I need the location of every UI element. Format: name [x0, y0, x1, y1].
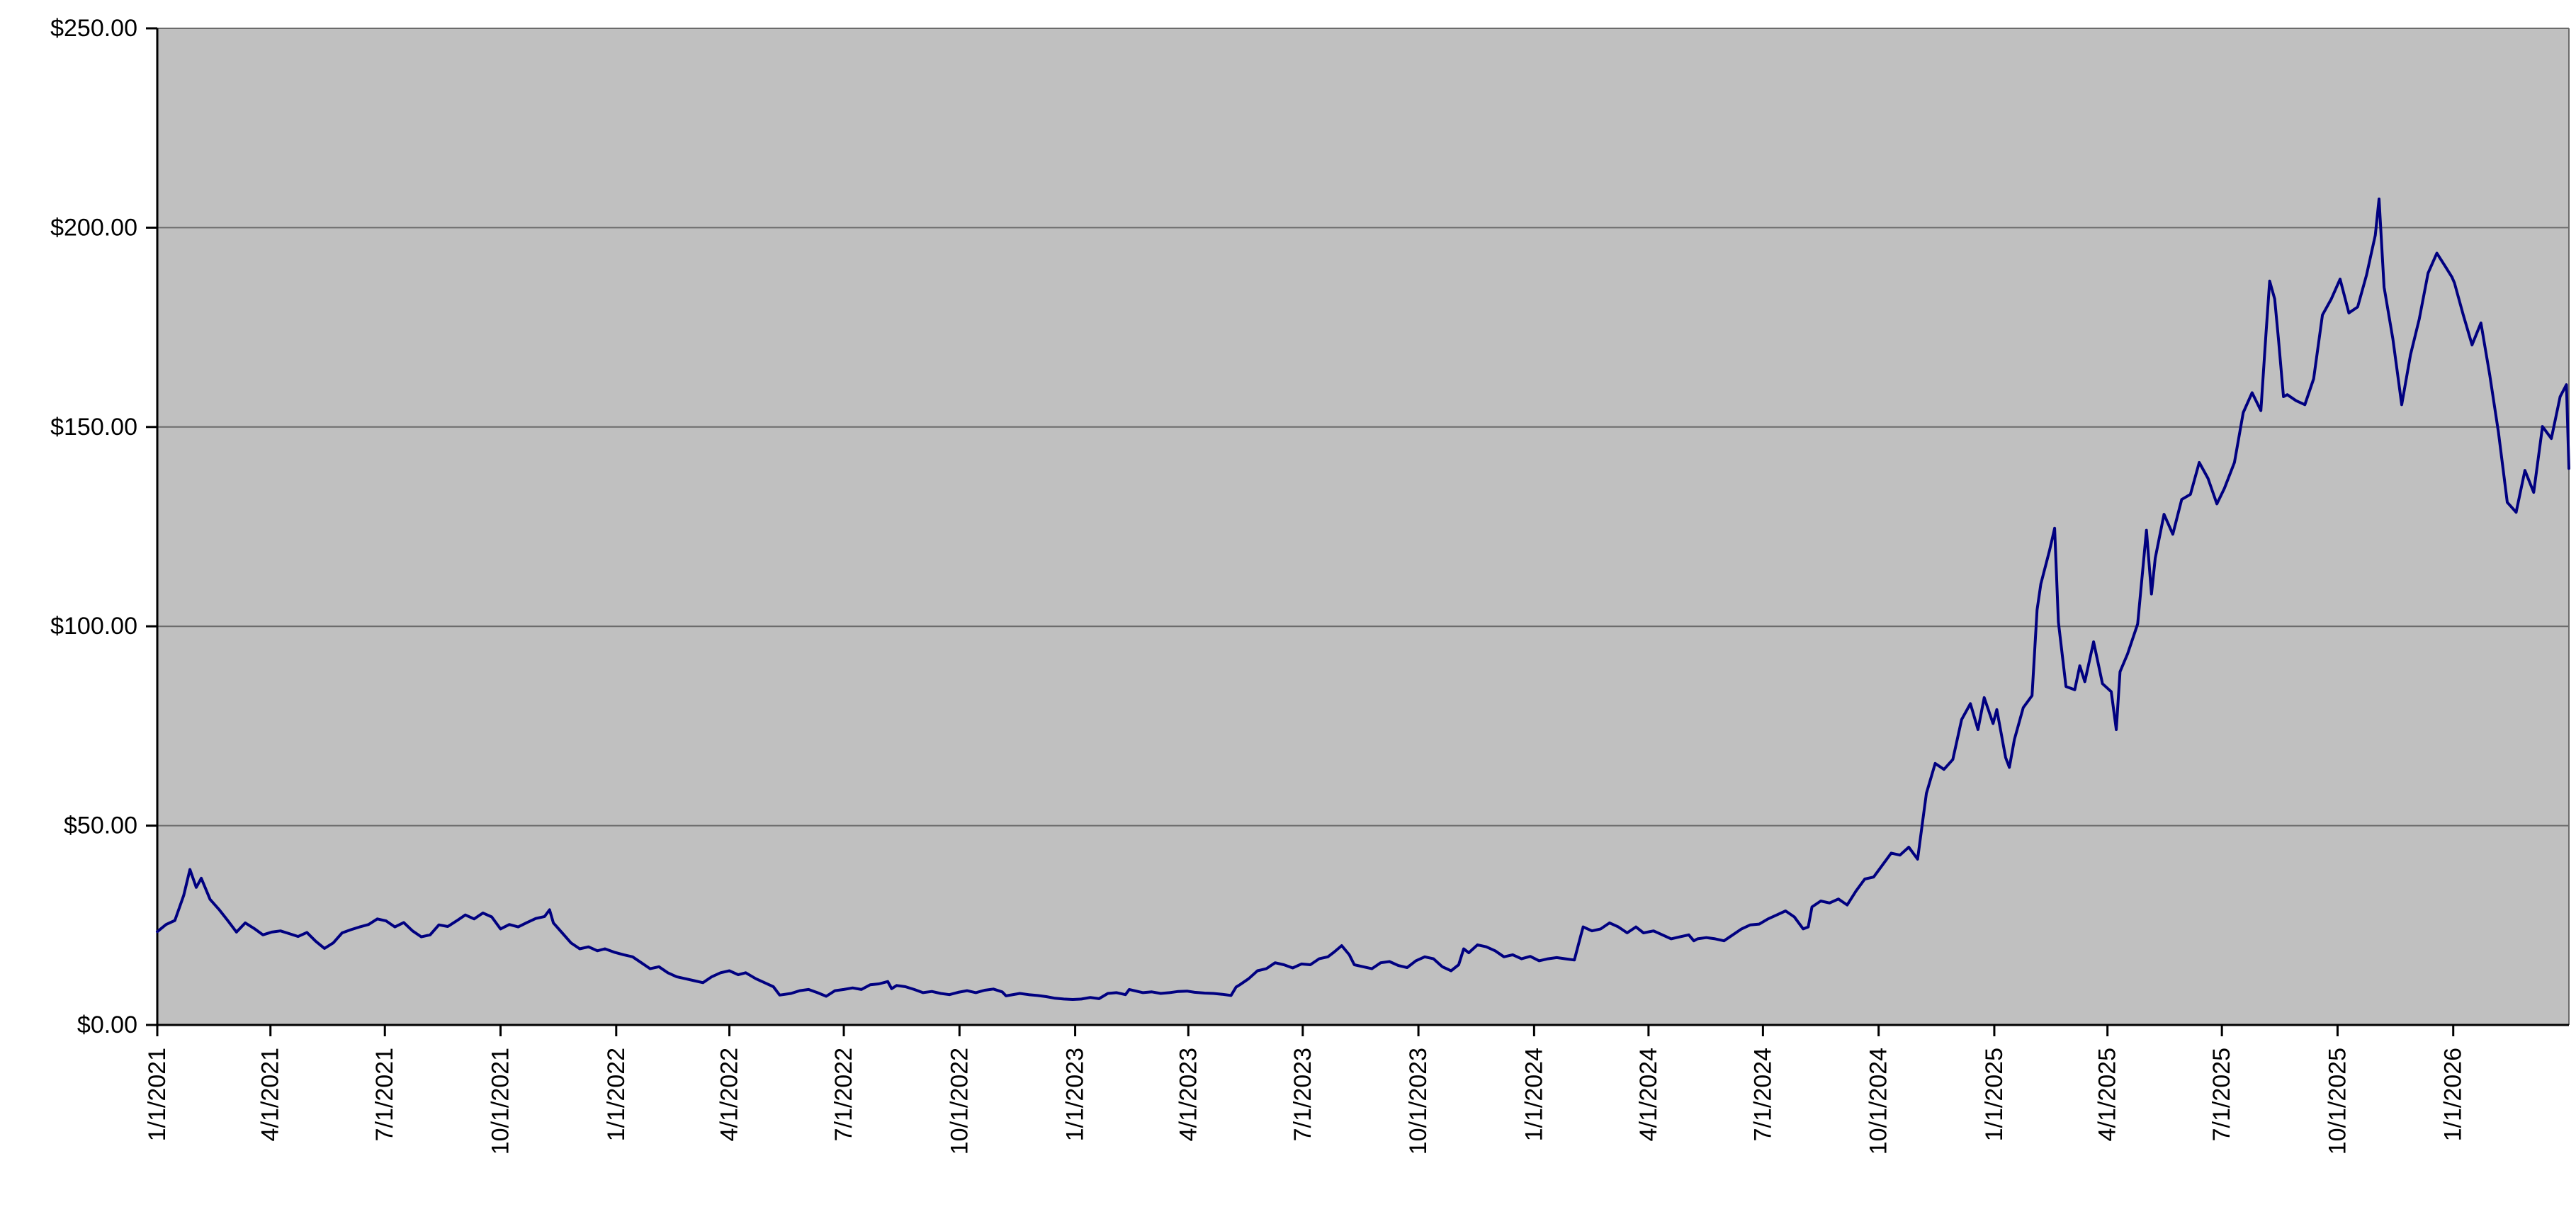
- x-axis-label: 1/1/2022: [603, 1048, 630, 1141]
- x-axis-label: 10/1/2022: [946, 1048, 973, 1155]
- y-axis-label: $100.00: [50, 613, 137, 640]
- x-axis-label: 4/1/2025: [2094, 1048, 2121, 1141]
- x-axis-label: 7/1/2024: [1749, 1048, 1776, 1141]
- y-axis-label: $0.00: [77, 1012, 137, 1038]
- x-axis-label: 1/1/2026: [2440, 1048, 2467, 1141]
- x-axis-label: 1/1/2025: [1981, 1048, 2008, 1141]
- x-axis-label: 4/1/2023: [1175, 1048, 1202, 1141]
- x-axis-label: 7/1/2022: [830, 1048, 857, 1141]
- x-axis-label: 10/1/2025: [2324, 1048, 2351, 1155]
- x-axis-label: 10/1/2021: [487, 1048, 514, 1155]
- y-axis-label: $150.00: [50, 414, 137, 441]
- x-axis-label: 10/1/2023: [1405, 1048, 1432, 1155]
- price-line: [156, 197, 2570, 1001]
- x-axis-label: 10/1/2024: [1865, 1048, 1892, 1155]
- x-axis-label: 1/1/2023: [1062, 1048, 1089, 1141]
- x-axis-label: 7/1/2023: [1289, 1048, 1316, 1141]
- y-axis-label: $250.00: [50, 15, 137, 42]
- x-axis-label: 4/1/2024: [1635, 1048, 1662, 1141]
- x-axis-label: 4/1/2022: [716, 1048, 743, 1141]
- x-axis-label: 7/1/2021: [371, 1048, 398, 1141]
- x-axis-label: 1/1/2021: [144, 1048, 171, 1141]
- x-axis-label: 7/1/2025: [2208, 1048, 2235, 1141]
- x-axis-label: 4/1/2021: [257, 1048, 284, 1141]
- x-axis-label: 1/1/2024: [1520, 1048, 1547, 1141]
- y-axis-label: $50.00: [64, 812, 137, 839]
- plot-area: [157, 28, 2569, 1025]
- y-axis-label: $200.00: [50, 214, 137, 241]
